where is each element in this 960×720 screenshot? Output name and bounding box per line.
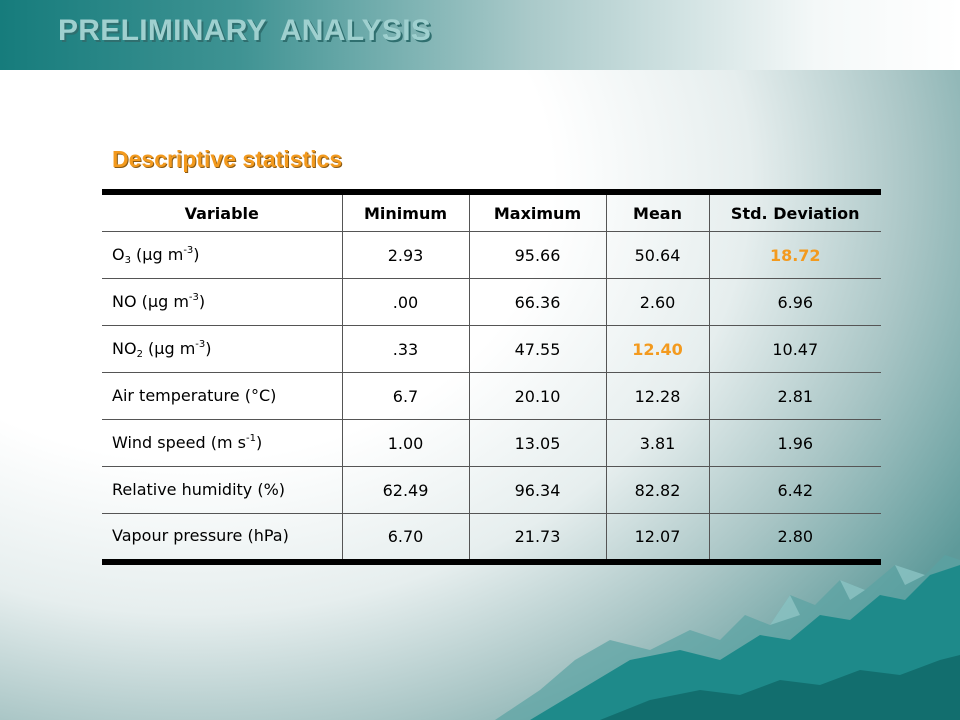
variable-cell: NO (μg m-3) bbox=[102, 278, 343, 326]
std-cell: 2.81 bbox=[708, 372, 881, 420]
variable-base: Wind speed (m s bbox=[112, 432, 246, 452]
variable-cell: Vapour pressure (hPa) bbox=[102, 513, 343, 559]
variable-sup: -3 bbox=[188, 291, 199, 303]
variable-mid: (μg m bbox=[142, 338, 196, 358]
min-cell: 6.70 bbox=[341, 513, 470, 559]
mean-cell: 12.40 bbox=[605, 325, 710, 373]
variable-base: NO bbox=[112, 338, 137, 358]
max-cell: 20.10 bbox=[468, 372, 607, 420]
variable-cell: Relative humidity (%) bbox=[102, 466, 343, 514]
min-cell: 62.49 bbox=[341, 466, 470, 514]
column-header-mean: Mean bbox=[605, 195, 710, 232]
std-cell: 6.96 bbox=[708, 278, 881, 326]
variable-base: Vapour pressure (hPa) bbox=[112, 526, 289, 545]
variable-sub: 2 bbox=[136, 348, 143, 360]
variable-end: ) bbox=[205, 338, 212, 358]
max-cell: 95.66 bbox=[468, 231, 607, 279]
variable-end: ) bbox=[198, 291, 206, 311]
variable-cell: O3 (μg m-3) bbox=[102, 231, 343, 279]
section-title: Descriptive statistics bbox=[112, 146, 343, 172]
mean-cell: 12.07 bbox=[605, 513, 710, 559]
statistics-table-wrapper: Variable Minimum Maximum Mean Std. Devia… bbox=[102, 189, 881, 565]
variable-base: Air temperature (°C) bbox=[112, 385, 277, 405]
variable-sup: -3 bbox=[183, 244, 194, 256]
std-cell: 2.80 bbox=[708, 513, 881, 559]
table-row: Vapour pressure (hPa) 6.70 21.73 12.07 2.80 bbox=[102, 513, 881, 559]
column-header-std-deviation: Std. Deviation bbox=[708, 195, 881, 232]
descriptive-statistics-table: Variable Minimum Maximum Mean Std. Devia… bbox=[102, 195, 881, 559]
variable-sup: -3 bbox=[195, 338, 206, 350]
std-cell: 18.72 bbox=[708, 231, 881, 279]
mean-cell: 12.28 bbox=[605, 372, 710, 420]
min-cell: 6.7 bbox=[341, 372, 470, 420]
std-cell: 1.96 bbox=[708, 419, 881, 467]
max-cell: 66.36 bbox=[468, 278, 607, 326]
table-row: NO2 (μg m-3) .33 47.55 12.40 10.47 bbox=[102, 325, 881, 373]
min-cell: 1.00 bbox=[341, 419, 470, 467]
variable-cell: Wind speed (m s-1) bbox=[102, 419, 343, 467]
variable-end: ) bbox=[193, 244, 200, 264]
min-cell: .00 bbox=[341, 278, 470, 326]
std-cell: 6.42 bbox=[708, 466, 881, 514]
variable-base: NO bbox=[112, 291, 137, 311]
variable-sub: 3 bbox=[124, 254, 131, 266]
column-header-minimum: Minimum bbox=[341, 195, 470, 232]
mean-cell: 50.64 bbox=[605, 231, 710, 279]
page-title: PRELIMINARY ANALYSIS bbox=[58, 14, 432, 47]
table-row: Relative humidity (%) 62.49 96.34 82.82 6.42 bbox=[102, 466, 881, 514]
min-cell: 2.93 bbox=[341, 231, 470, 279]
min-cell: .33 bbox=[341, 325, 470, 373]
max-cell: 96.34 bbox=[468, 466, 607, 514]
variable-base: Relative humidity (%) bbox=[112, 479, 286, 499]
variable-mid: (μg m bbox=[136, 291, 189, 311]
variable-sup: -1 bbox=[245, 432, 256, 444]
table-row: Air temperature (°C) 6.7 20.10 12.28 2.81 bbox=[102, 372, 881, 420]
table-header-row: Variable Minimum Maximum Mean Std. Devia… bbox=[102, 195, 881, 232]
variable-mid: (μg m bbox=[130, 244, 184, 264]
mean-cell: 3.81 bbox=[605, 419, 710, 467]
column-header-maximum: Maximum bbox=[468, 195, 607, 232]
variable-cell: Air temperature (°C) bbox=[102, 372, 343, 420]
table-row: NO (μg m-3) .00 66.36 2.60 6.96 bbox=[102, 278, 881, 326]
std-cell: 10.47 bbox=[708, 325, 881, 373]
header-band bbox=[0, 0, 960, 70]
variable-cell: NO2 (μg m-3) bbox=[102, 325, 343, 373]
column-header-variable: Variable bbox=[102, 195, 343, 232]
mean-cell: 2.60 bbox=[605, 278, 710, 326]
table-row: Wind speed (m s-1) 1.00 13.05 3.81 1.96 bbox=[102, 419, 881, 467]
max-cell: 21.73 bbox=[468, 513, 607, 559]
max-cell: 47.55 bbox=[468, 325, 607, 373]
variable-end: ) bbox=[255, 432, 263, 452]
variable-base: O bbox=[112, 244, 125, 264]
mean-cell: 82.82 bbox=[605, 466, 710, 514]
max-cell: 13.05 bbox=[468, 419, 607, 467]
table-row: O3 (μg m-3) 2.93 95.66 50.64 18.72 bbox=[102, 231, 881, 279]
